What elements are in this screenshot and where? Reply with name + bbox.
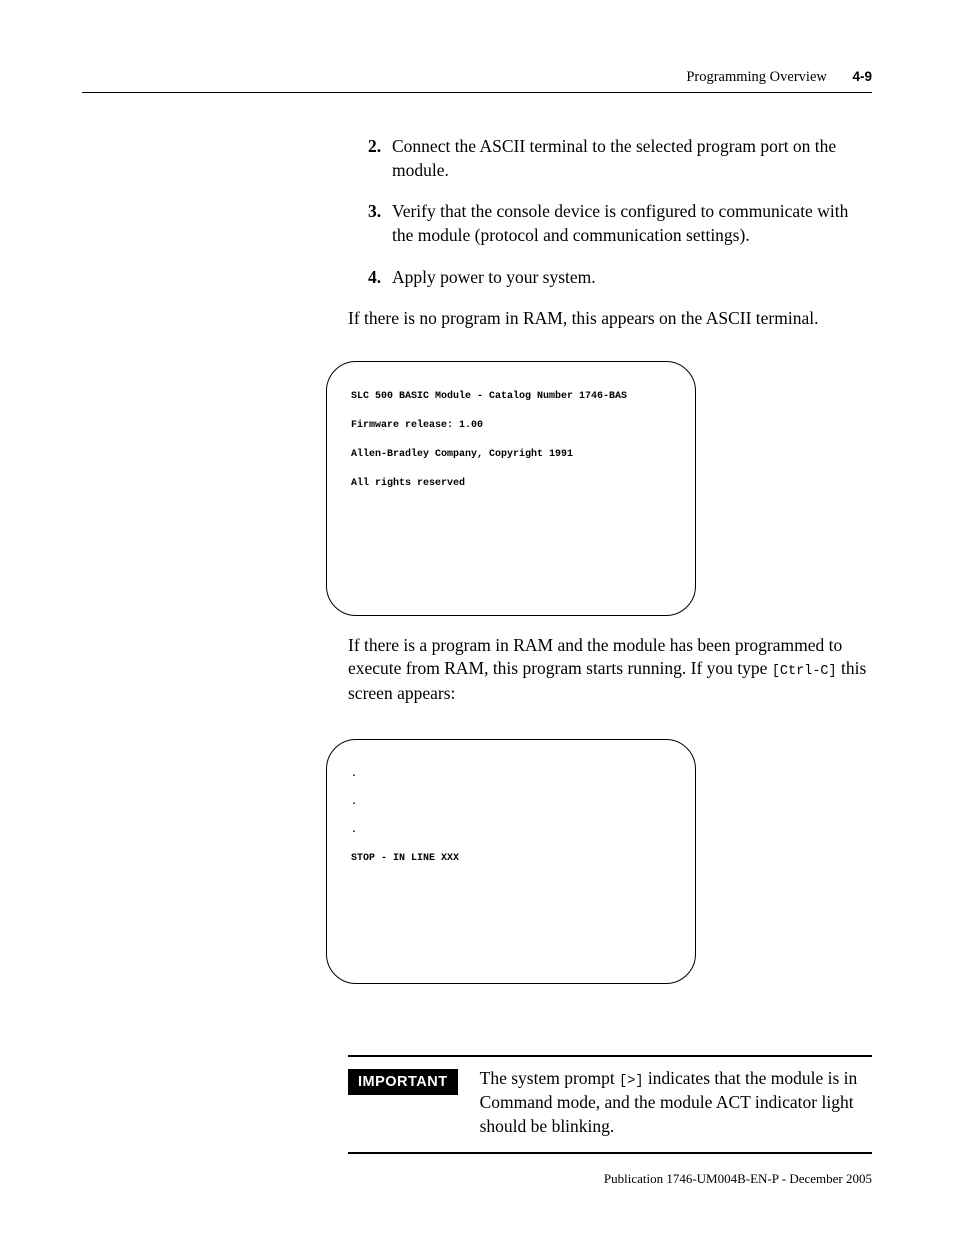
step-2: 2. Connect the ASCII terminal to the sel…: [348, 135, 872, 182]
terminal-screen-1: SLC 500 BASIC Module - Catalog Number 17…: [326, 361, 696, 616]
terminal-line: Firmware release: 1.00: [351, 421, 671, 431]
page-number: 4-9: [852, 69, 872, 84]
para-no-program: If there is no program in RAM, this appe…: [348, 307, 872, 331]
chapter-title: Programming Overview: [686, 69, 827, 85]
ctrl-c-key: [Ctrl-C]: [772, 664, 837, 679]
important-label: IMPORTANT: [348, 1069, 458, 1095]
header-rule: [82, 92, 872, 93]
important-text: The system prompt [>] indicates that the…: [480, 1067, 872, 1138]
step-number: 4.: [368, 266, 381, 290]
page: Programming Overview 4-9 2. Connect the …: [0, 0, 954, 1235]
publication-footer: Publication 1746-UM004B-EN-P - December …: [604, 1171, 872, 1187]
para-has-program: If there is a program in RAM and the mod…: [348, 634, 872, 705]
step-text: Apply power to your system.: [392, 267, 596, 287]
step-number: 2.: [368, 135, 381, 159]
terminal-line: Allen-Bradley Company, Copyright 1991: [351, 450, 671, 460]
step-4: 4. Apply power to your system.: [348, 266, 872, 290]
terminal-line: .: [351, 770, 671, 780]
running-header: Programming Overview 4-9: [686, 69, 872, 86]
terminal-screen-2: . . . STOP - IN LINE XXX: [326, 739, 696, 984]
terminal-line: STOP - IN LINE XXX: [351, 854, 671, 864]
terminal-line: All rights reserved: [351, 479, 671, 489]
prompt-symbol: [>]: [619, 1074, 643, 1089]
step-text: Verify that the console device is config…: [392, 201, 848, 245]
terminal-line: SLC 500 BASIC Module - Catalog Number 17…: [351, 392, 671, 402]
step-3: 3. Verify that the console device is con…: [348, 200, 872, 247]
important-callout: IMPORTANT The system prompt [>] indicate…: [348, 1055, 872, 1154]
terminal-line: .: [351, 798, 671, 808]
terminal-line: .: [351, 826, 671, 836]
main-content: 2. Connect the ASCII terminal to the sel…: [348, 135, 872, 984]
step-number: 3.: [368, 200, 381, 224]
step-text: Connect the ASCII terminal to the select…: [392, 136, 836, 180]
important-text-a: The system prompt: [480, 1068, 620, 1088]
para-text-a: If there is a program in RAM and the mod…: [348, 635, 842, 679]
